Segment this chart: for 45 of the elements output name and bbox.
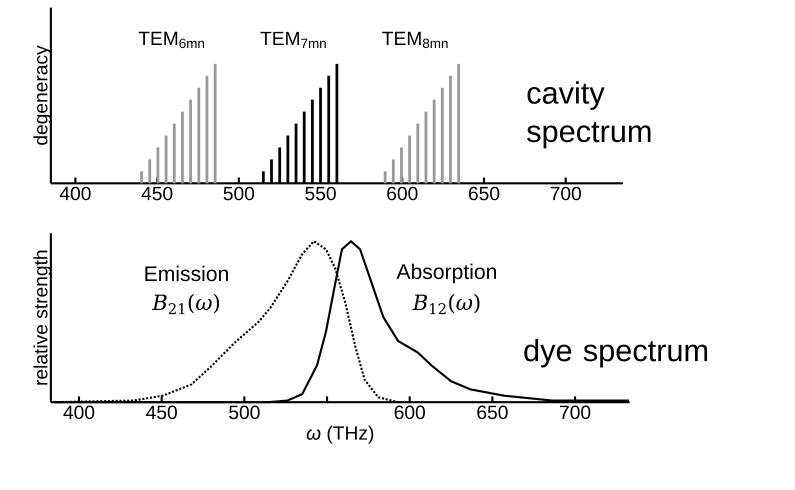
x-tick-label: 600 [394, 405, 425, 419]
y-axis-title: relative strength [33, 250, 52, 384]
bar [408, 135, 412, 184]
annotation: B$_{12}$(ω) [412, 294, 480, 314]
x-tick-label: 400 [60, 186, 91, 200]
bar [214, 64, 217, 184]
text: TEM$_{8mn}$ [382, 32, 448, 48]
annotation: cavity spectrum [527, 81, 650, 148]
bar [457, 64, 460, 184]
y-axis-title: degeneracy [33, 45, 52, 145]
bar [181, 111, 184, 184]
bar [400, 147, 403, 184]
bar [416, 123, 420, 184]
x-tick-label: 500 [229, 405, 260, 419]
bar [449, 76, 452, 184]
annotation: dye spectrum [524, 338, 708, 368]
x-tick-label: 600 [387, 186, 418, 200]
bar [164, 135, 168, 184]
bar [432, 99, 436, 184]
annotation: B$_{21}$(ω) [152, 294, 220, 314]
x-tick-label: 500 [224, 186, 254, 200]
bar [424, 111, 428, 184]
bar [156, 147, 160, 184]
text: TEM$_{6mn}$ [138, 32, 204, 48]
x-tick-label: 450 [146, 405, 177, 419]
x-tick-label: 450 [142, 186, 172, 200]
bar [440, 88, 444, 184]
x-tick-label: 700 [560, 405, 590, 419]
x-tick-label: 650 [477, 405, 508, 419]
x-axis-title: ω (THz) [306, 426, 374, 444]
bar [148, 159, 152, 184]
series-label: Absorption [396, 263, 496, 284]
x-tick-label: 400 [63, 405, 94, 419]
bar [189, 99, 192, 184]
text: Emission [145, 265, 228, 281]
bar [172, 123, 176, 184]
bar [392, 159, 395, 184]
bar [197, 88, 200, 184]
x-tick-label: 700 [550, 186, 581, 200]
bar [206, 76, 208, 184]
x-tick-label: 650 [468, 186, 500, 200]
x-tick-label: 550 [305, 186, 336, 200]
bar [140, 171, 143, 184]
text: TEM$_{7mn}$ [260, 32, 326, 48]
bar [384, 171, 386, 184]
